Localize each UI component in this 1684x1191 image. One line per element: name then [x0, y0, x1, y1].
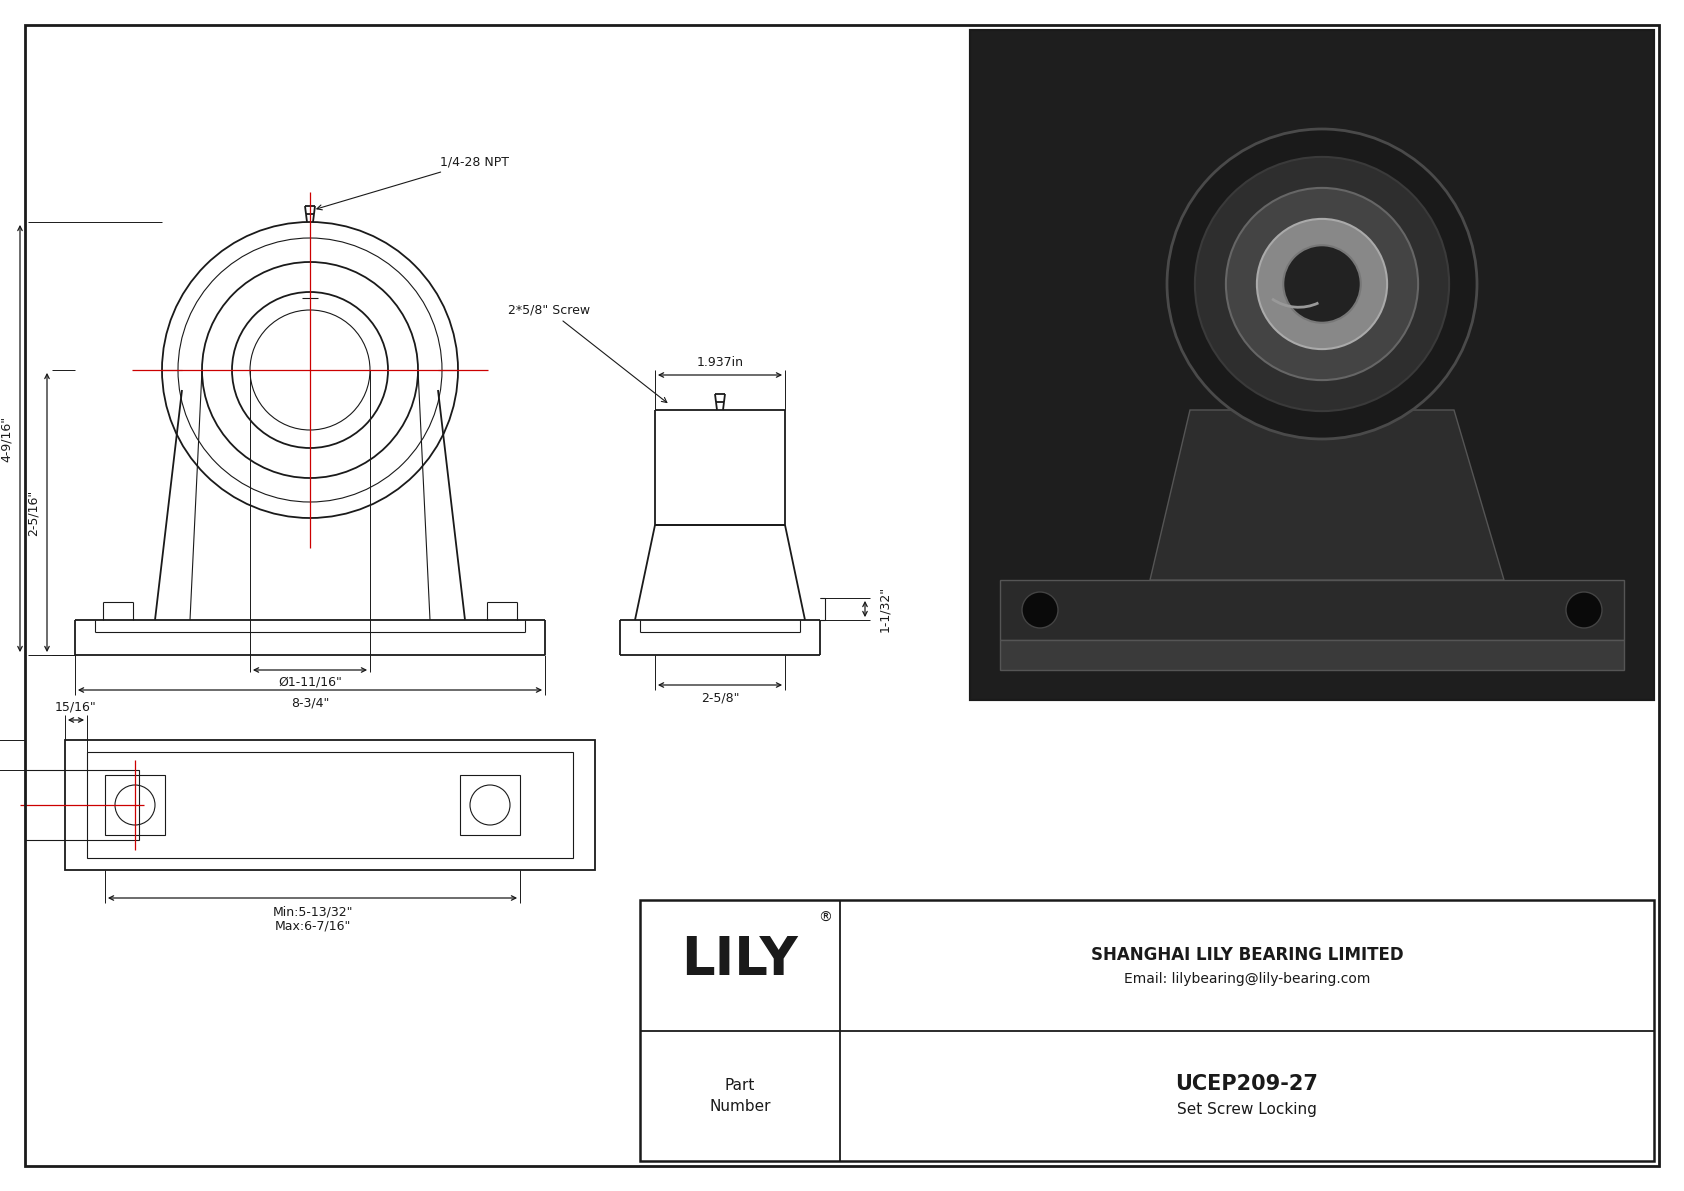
Bar	[25, 771, 140, 840]
Circle shape	[1283, 245, 1361, 323]
Text: 15/16": 15/16"	[56, 700, 98, 713]
Text: 4-9/16": 4-9/16"	[0, 416, 12, 462]
Circle shape	[1022, 592, 1058, 628]
Bar	[460, 775, 520, 835]
Text: Max:6-7/16": Max:6-7/16"	[274, 919, 350, 933]
Circle shape	[1167, 129, 1477, 439]
Bar	[66, 740, 594, 869]
Text: 1.937in: 1.937in	[697, 355, 744, 368]
Text: 1-1/32": 1-1/32"	[879, 586, 891, 632]
Circle shape	[1196, 157, 1450, 411]
Text: 2*5/8" Screw: 2*5/8" Screw	[509, 304, 667, 403]
Bar	[970, 30, 1654, 700]
Bar	[88, 752, 573, 858]
Circle shape	[1566, 592, 1601, 628]
Text: Email: lilybearing@lily-bearing.com: Email: lilybearing@lily-bearing.com	[1123, 972, 1371, 986]
Text: Min:5-13/32": Min:5-13/32"	[273, 905, 352, 918]
Text: 1/4-28 NPT: 1/4-28 NPT	[317, 156, 509, 210]
Bar	[104, 775, 165, 835]
Text: UCEP209-27: UCEP209-27	[1175, 1074, 1319, 1093]
Polygon shape	[1000, 640, 1623, 671]
Bar	[970, 30, 1654, 700]
Text: LILY: LILY	[682, 934, 798, 986]
Text: Ø1-11/16": Ø1-11/16"	[278, 675, 342, 688]
Polygon shape	[1000, 580, 1623, 640]
Text: SHANGHAI LILY BEARING LIMITED: SHANGHAI LILY BEARING LIMITED	[1091, 947, 1403, 965]
Circle shape	[1256, 219, 1388, 349]
Text: 8-3/4": 8-3/4"	[291, 697, 328, 710]
Text: Set Screw Locking: Set Screw Locking	[1177, 1102, 1317, 1117]
Circle shape	[1226, 188, 1418, 380]
Bar	[640, 900, 1654, 1161]
Text: ®: ®	[818, 911, 832, 925]
Text: 2-5/8": 2-5/8"	[701, 692, 739, 705]
Text: Part
Number: Part Number	[709, 1078, 771, 1114]
Text: 2-5/16": 2-5/16"	[27, 490, 39, 536]
Polygon shape	[1150, 410, 1504, 580]
